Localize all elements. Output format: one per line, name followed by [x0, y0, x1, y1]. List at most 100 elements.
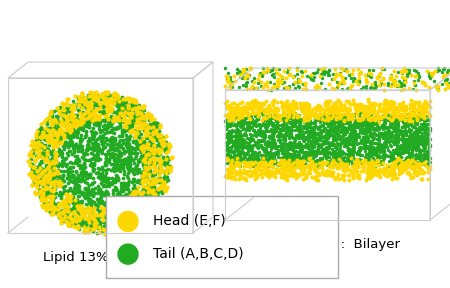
Point [360, 131, 367, 136]
Point [57, 127, 64, 132]
Point [63, 193, 70, 198]
Point [351, 129, 358, 133]
Point [45, 178, 52, 183]
Point [94, 184, 102, 189]
Point [327, 158, 334, 163]
Point [71, 223, 78, 228]
Point [343, 152, 351, 157]
Point [328, 151, 335, 155]
Point [371, 132, 378, 136]
Point [72, 181, 80, 185]
Point [288, 111, 295, 116]
Point [111, 156, 118, 160]
Point [144, 144, 151, 149]
Point [418, 116, 425, 121]
Point [289, 154, 297, 158]
Point [79, 209, 86, 213]
Point [79, 192, 86, 196]
Point [254, 128, 261, 132]
Point [60, 198, 68, 203]
Point [154, 187, 161, 192]
Point [96, 134, 104, 139]
Point [225, 140, 232, 145]
Point [34, 143, 41, 148]
Point [320, 152, 328, 157]
Point [103, 201, 110, 206]
Point [298, 166, 305, 171]
Point [54, 125, 62, 129]
Point [288, 124, 295, 128]
Point [43, 126, 50, 130]
Point [55, 139, 62, 143]
Point [230, 128, 237, 133]
Point [153, 190, 160, 194]
Point [149, 179, 157, 184]
Point [338, 87, 345, 92]
Point [330, 125, 338, 130]
Point [400, 141, 407, 146]
Point [76, 209, 83, 213]
Point [230, 166, 237, 170]
Point [283, 76, 290, 80]
Point [406, 86, 413, 91]
Point [237, 70, 244, 74]
Point [418, 114, 425, 119]
Point [361, 128, 369, 133]
Point [356, 78, 363, 82]
Point [47, 172, 54, 177]
Point [90, 221, 98, 225]
Point [268, 153, 275, 158]
Point [71, 216, 78, 221]
Point [237, 73, 244, 77]
Point [266, 175, 273, 179]
Point [98, 173, 105, 177]
Point [311, 132, 319, 137]
Point [402, 76, 409, 80]
Point [76, 215, 84, 220]
Point [45, 157, 52, 162]
Point [317, 150, 324, 155]
Point [346, 117, 354, 121]
Point [80, 97, 87, 102]
Point [253, 145, 261, 149]
Point [349, 137, 356, 142]
Point [410, 86, 417, 91]
Point [232, 134, 239, 139]
Point [236, 161, 243, 166]
Point [398, 147, 405, 151]
Point [288, 174, 296, 179]
Point [128, 107, 135, 111]
Point [341, 155, 348, 160]
Point [329, 151, 336, 155]
Point [76, 95, 83, 100]
Point [147, 194, 154, 198]
Point [396, 163, 403, 168]
Point [331, 156, 338, 161]
Point [151, 179, 158, 184]
Point [140, 116, 148, 121]
Point [224, 152, 231, 156]
Point [441, 87, 448, 92]
Point [326, 143, 333, 147]
Point [86, 206, 94, 211]
Point [122, 142, 130, 147]
Point [362, 158, 369, 163]
Point [113, 93, 120, 98]
Point [95, 200, 103, 205]
Point [355, 118, 362, 123]
Point [343, 139, 351, 144]
Point [47, 129, 54, 134]
Point [284, 141, 291, 146]
Point [413, 137, 420, 141]
Point [127, 200, 134, 204]
Point [252, 163, 259, 168]
Point [94, 175, 102, 179]
Point [260, 146, 267, 151]
Point [30, 168, 37, 173]
Point [226, 156, 233, 161]
Point [69, 165, 76, 170]
Point [307, 148, 315, 152]
Point [421, 114, 428, 118]
Point [342, 136, 349, 140]
Point [119, 98, 126, 103]
